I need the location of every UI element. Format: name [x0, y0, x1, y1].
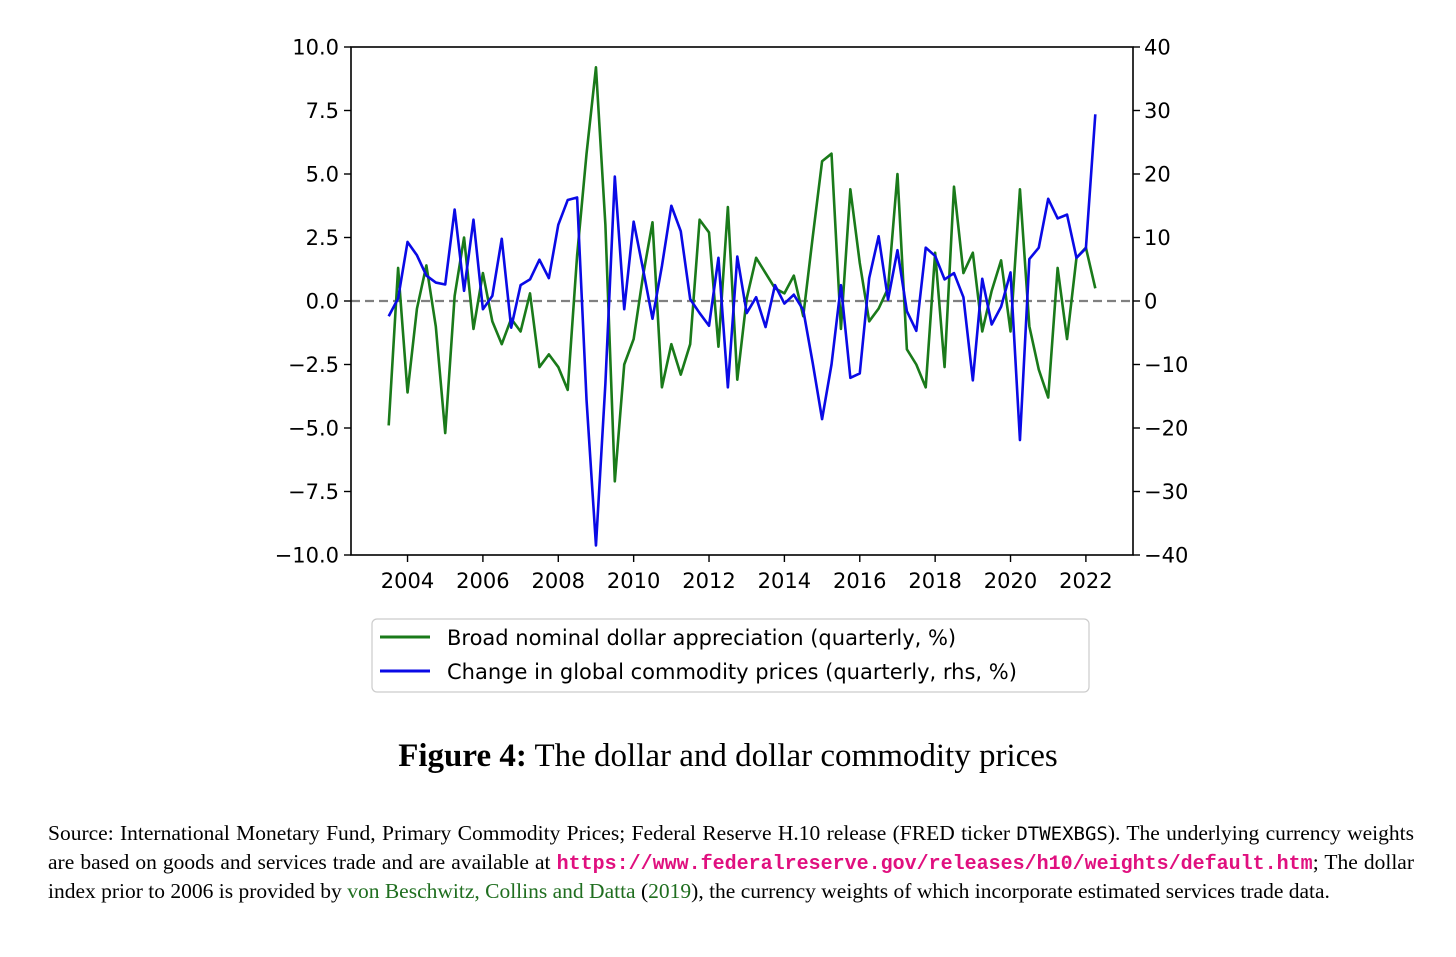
- x-tick-label: 2018: [908, 569, 961, 593]
- source-note: Source: International Monetary Fund, Pri…: [48, 820, 1414, 906]
- y-right-tick-label: 20: [1144, 163, 1171, 187]
- x-tick-label: 2006: [456, 569, 509, 593]
- y-right-tick-label: −20: [1144, 417, 1188, 441]
- y-left-tick-label: −5.0: [288, 417, 339, 441]
- x-tick-label: 2020: [984, 569, 1037, 593]
- y-right-tick-label: 30: [1144, 99, 1171, 123]
- legend-box: [371, 618, 1090, 693]
- x-tick-label: 2022: [1059, 569, 1112, 593]
- x-tick-label: 2014: [758, 569, 811, 593]
- fred-ticker: DTWEXBGS: [1016, 823, 1108, 845]
- y-left-tick-label: 7.5: [306, 99, 339, 123]
- dollar-appreciation-line: [387, 66, 1097, 483]
- citation-open: (: [635, 879, 649, 903]
- source-text-2: ). The underlying currency weights are b…: [48, 821, 1415, 874]
- y-left-tick-label: −2.5: [288, 353, 339, 377]
- figure-caption: Figure 4: The dollar and dollar commodit…: [0, 738, 1456, 775]
- weights-link[interactable]: https://www.federalreserve.gov/releases/…: [556, 852, 1313, 876]
- commodity-prices-line: [387, 114, 1097, 547]
- x-tick-label: 2010: [607, 569, 660, 593]
- x-tick-label: 2016: [833, 569, 886, 593]
- y-left-tick-label: −10.0: [275, 544, 339, 568]
- y-left-tick-label: 2.5: [306, 226, 339, 250]
- figure-label: Figure 4:: [398, 738, 527, 774]
- y-right-tick-label: 40: [1144, 36, 1171, 60]
- chart: 10.07.55.02.50.0−2.5−5.0−7.5−10.04030201…: [275, 36, 1188, 693]
- figure-title: The dollar and dollar commodity prices: [534, 738, 1058, 774]
- y-right-tick-label: −30: [1144, 480, 1188, 504]
- y-right-tick-label: 10: [1144, 226, 1171, 250]
- y-right-tick-label: −10: [1144, 353, 1188, 377]
- source-text-4: ), the currency weights of which incorpo…: [691, 879, 1330, 903]
- legend-label-dollar: Broad nominal dollar appreciation (quart…: [447, 626, 956, 650]
- citation-year-link[interactable]: 2019: [648, 879, 692, 903]
- x-tick-label: 2008: [532, 569, 585, 593]
- y-left-tick-label: 0.0: [306, 290, 339, 314]
- x-tick-label: 2012: [682, 569, 735, 593]
- y-left-tick-label: 5.0: [306, 163, 339, 187]
- y-left-tick-label: −7.5: [288, 480, 339, 504]
- source-text-3: ; The dollar index prior to 2006 is prov…: [48, 849, 1414, 904]
- source-text-1: Source: International Monetary Fund, Pri…: [48, 821, 1017, 845]
- legend: Broad nominal dollar appreciation (quart…: [371, 618, 1090, 693]
- y-right-tick-label: −40: [1144, 544, 1188, 568]
- y-left-tick-label: 10.0: [292, 36, 339, 60]
- y-right-tick-label: 0: [1144, 290, 1157, 314]
- x-tick-label: 2004: [381, 569, 434, 593]
- legend-label-commodity: Change in global commodity prices (quart…: [447, 660, 1017, 684]
- citation-authors-link[interactable]: von Beschwitz, Collins and Datta: [347, 879, 636, 903]
